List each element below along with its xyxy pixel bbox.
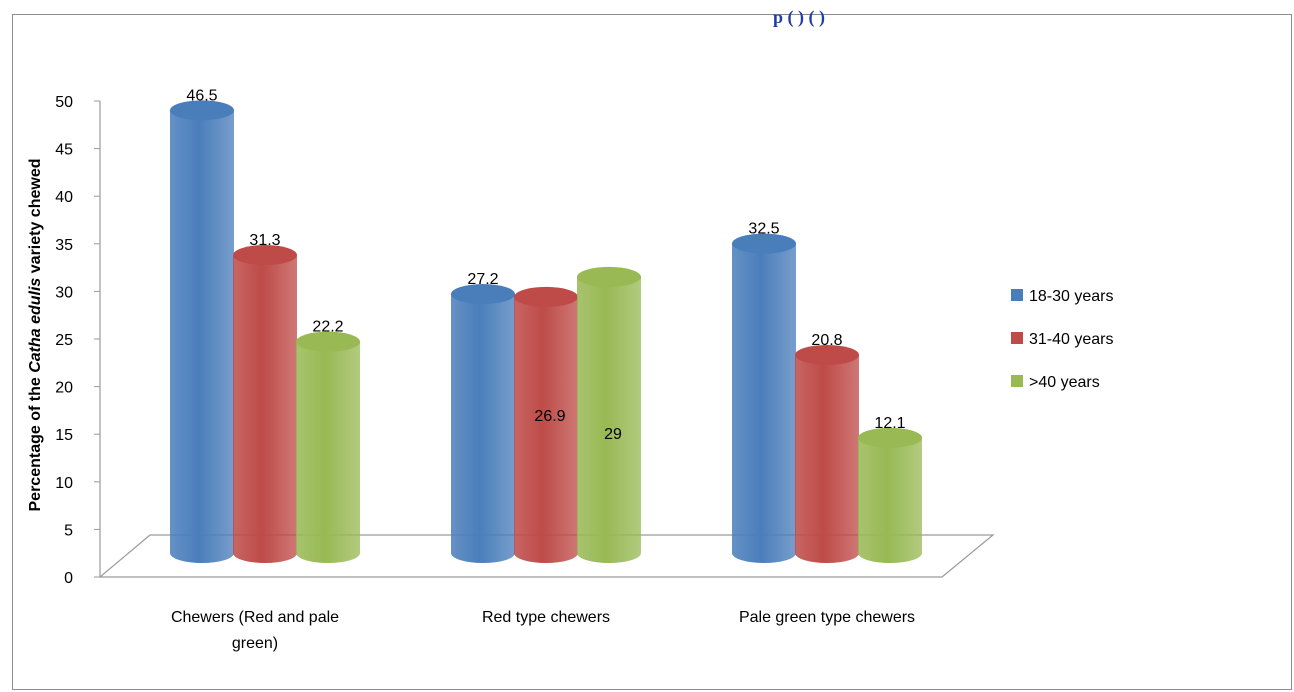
- bar: 46.5: [170, 87, 234, 563]
- y-tick-label: 20: [55, 380, 73, 397]
- bar-top: [233, 245, 297, 266]
- bars: 46.5 27.2 32.5 31.3 26.9 20.8 22.2 29 12.1: [170, 87, 922, 564]
- data-label: 22.2: [312, 319, 343, 336]
- y-tick-label: 45: [55, 142, 73, 159]
- data-label: 29: [604, 426, 622, 443]
- y-axis-title: Percentage of the Catha edulis variety c…: [27, 158, 44, 511]
- bar: 31.3: [233, 232, 297, 564]
- y-tick-label: 0: [64, 570, 73, 587]
- bar-top: [858, 427, 922, 448]
- y-tick-label: 30: [55, 284, 73, 301]
- data-label: 20.8: [811, 332, 842, 349]
- y-tick-label: 40: [55, 189, 73, 206]
- data-label: 27.2: [467, 271, 498, 288]
- bar: 32.5: [732, 221, 796, 563]
- y-tick-label: 5: [64, 522, 73, 539]
- x-tick-label: Pale green type chewers: [739, 609, 915, 626]
- bar: 29: [577, 266, 641, 563]
- legend-swatch: [1011, 332, 1023, 344]
- bar-body: [170, 110, 234, 563]
- data-label: 46.5: [186, 87, 217, 104]
- bar-top: [296, 331, 360, 352]
- bar-body: [451, 294, 515, 563]
- legend: 18-30 years 31-40 years >40 years: [1011, 288, 1114, 391]
- x-tick-label: Red type chewers: [482, 609, 610, 626]
- y-tick-label: 50: [55, 94, 73, 111]
- floor-plane: [98, 534, 995, 578]
- data-label: 12.1: [874, 415, 905, 432]
- bar-top: [795, 344, 859, 365]
- y-tick-label: 35: [55, 237, 73, 254]
- chart-frame: p ( ) ( ): [12, 7, 1292, 690]
- bar-body: [732, 243, 796, 563]
- bar-top: [732, 233, 796, 254]
- data-label: 31.3: [249, 232, 280, 249]
- bar: 26.9: [514, 286, 578, 563]
- legend-item: 18-30 years: [1029, 288, 1114, 305]
- bar-top: [514, 286, 578, 307]
- bar: 12.1: [858, 415, 922, 563]
- x-tick-label: green): [232, 635, 278, 652]
- bar-body: [514, 296, 578, 563]
- y-tick-label: 25: [55, 332, 73, 349]
- bar-body: [858, 437, 922, 563]
- bar: 22.2: [296, 319, 360, 563]
- legend-item: >40 years: [1029, 374, 1100, 391]
- chart-floor: [98, 534, 995, 578]
- x-axis-labels: Chewers (Red and pale green) Red type chew…: [171, 609, 915, 652]
- legend-swatch: [1011, 289, 1023, 301]
- bar-body: [577, 276, 641, 563]
- bar-top: [170, 100, 234, 121]
- bar-body: [795, 354, 859, 563]
- legend-item: 31-40 years: [1029, 331, 1114, 348]
- legend-swatch: [1011, 375, 1023, 387]
- cropped-figure-title: p ( ) ( ): [773, 7, 825, 27]
- bar-body: [296, 341, 360, 563]
- bar: 27.2: [451, 271, 515, 563]
- data-label: 26.9: [534, 408, 565, 425]
- y-tick-label: 10: [55, 475, 73, 492]
- bar: 20.8: [795, 332, 859, 563]
- x-tick-label: Chewers (Red and pale: [171, 609, 339, 626]
- data-label: 32.5: [748, 221, 779, 238]
- y-tick-label: 15: [55, 427, 73, 444]
- bar-body: [233, 255, 297, 564]
- bar-top: [451, 284, 515, 305]
- bar-top: [577, 266, 641, 287]
- y-axis: 0 5 10 15 20 25 30 35 40 45 50: [55, 94, 101, 587]
